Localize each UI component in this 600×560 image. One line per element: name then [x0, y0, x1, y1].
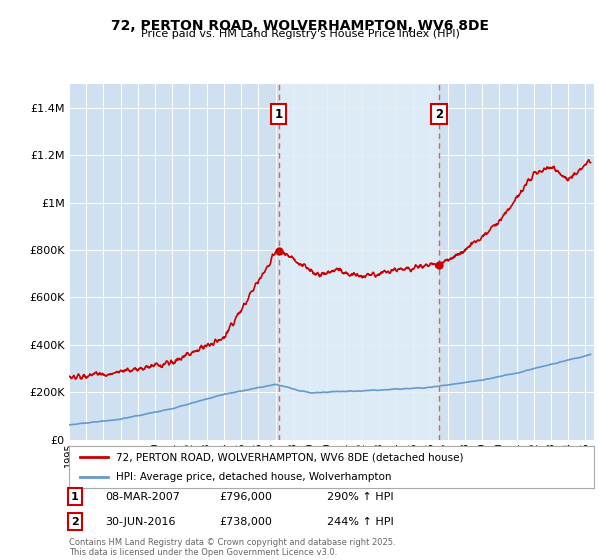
Text: Contains HM Land Registry data © Crown copyright and database right 2025.
This d: Contains HM Land Registry data © Crown c…	[69, 538, 395, 557]
Text: £738,000: £738,000	[219, 517, 272, 527]
Text: 72, PERTON ROAD, WOLVERHAMPTON, WV6 8DE: 72, PERTON ROAD, WOLVERHAMPTON, WV6 8DE	[111, 19, 489, 33]
Text: Price paid vs. HM Land Registry's House Price Index (HPI): Price paid vs. HM Land Registry's House …	[140, 29, 460, 39]
Text: HPI: Average price, detached house, Wolverhampton: HPI: Average price, detached house, Wolv…	[116, 472, 392, 482]
Text: 290% ↑ HPI: 290% ↑ HPI	[327, 492, 394, 502]
Bar	[278, 84, 439, 440]
Text: 244% ↑ HPI: 244% ↑ HPI	[327, 517, 394, 527]
Text: 1: 1	[275, 108, 283, 121]
Text: £796,000: £796,000	[219, 492, 272, 502]
Text: 30-JUN-2016: 30-JUN-2016	[105, 517, 176, 527]
Text: 08-MAR-2007: 08-MAR-2007	[105, 492, 180, 502]
Text: 1: 1	[71, 492, 79, 502]
Text: 2: 2	[71, 517, 79, 527]
Text: 72, PERTON ROAD, WOLVERHAMPTON, WV6 8DE (detached house): 72, PERTON ROAD, WOLVERHAMPTON, WV6 8DE …	[116, 452, 464, 462]
Text: 2: 2	[435, 108, 443, 121]
